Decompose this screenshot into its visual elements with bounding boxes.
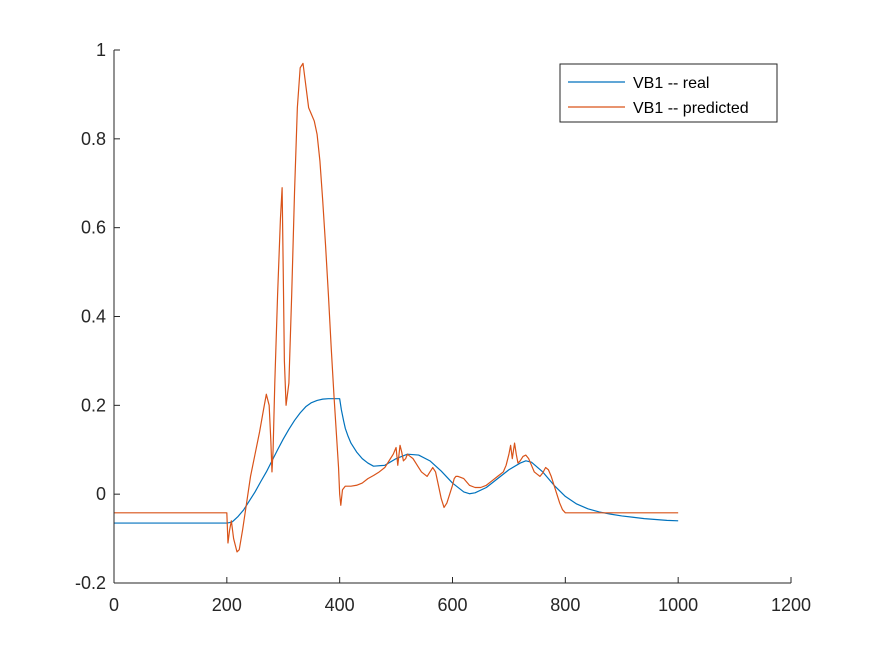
- y-tick-label: 0.2: [81, 395, 106, 415]
- y-tick-label: 0: [96, 484, 106, 504]
- y-tick-label: 0.6: [81, 218, 106, 238]
- legend-label-predicted: VB1 -- predicted: [633, 100, 749, 117]
- y-tick-label: 0.8: [81, 129, 106, 149]
- x-tick-label: 200: [212, 595, 242, 615]
- axes-layer: 0 200 400 600 800 1000 1200-0.200.20.40.60.81: [75, 40, 811, 615]
- x-tick-label: 0: [109, 595, 119, 615]
- x-tick-label: 800: [550, 595, 580, 615]
- y-tick-label: 0.4: [81, 307, 106, 327]
- x-tick-label: 600: [437, 595, 467, 615]
- x-tick-label: 1200: [771, 595, 811, 615]
- legend-label-real: VB1 -- real: [633, 75, 709, 92]
- y-tick-label: 1: [96, 40, 106, 60]
- legend-box: [559, 63, 778, 123]
- series-layer: [114, 62, 679, 553]
- series-line-predicted: [114, 62, 679, 553]
- x-tick-label: 1000: [658, 595, 698, 615]
- y-tick-label: -0.2: [75, 573, 106, 593]
- legend: VB1 -- real VB1 -- predicted: [559, 63, 778, 123]
- x-tick-label: 400: [325, 595, 355, 615]
